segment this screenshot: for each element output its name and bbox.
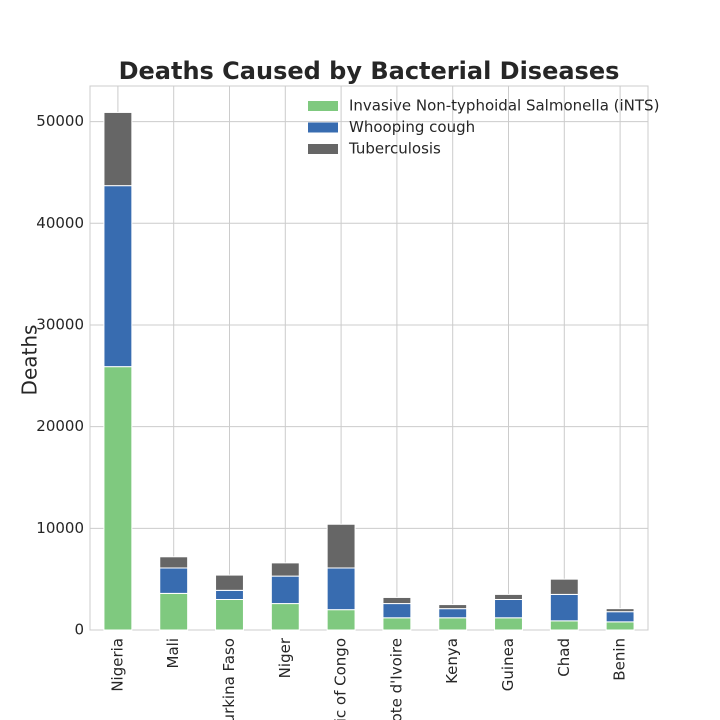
y-tick-label: 20000 bbox=[36, 417, 84, 435]
bar-segment bbox=[215, 589, 244, 600]
bar-segment bbox=[438, 604, 468, 610]
x-tick-label: Cote d'Ivoire bbox=[387, 638, 405, 720]
x-tick-label: Chad bbox=[555, 638, 573, 677]
x-tick-label: Democratic Republic of Congo bbox=[332, 638, 350, 720]
bar-segment bbox=[605, 611, 635, 623]
legend-label: Tuberculosis bbox=[348, 140, 441, 158]
legend-label: Invasive Non-typhoidal Salmonella (iNTS) bbox=[349, 97, 659, 115]
x-tick-label: Nigeria bbox=[108, 638, 126, 692]
bar-segment bbox=[549, 620, 579, 631]
legend-label: Whooping cough bbox=[349, 118, 475, 136]
x-tick-label: Mali bbox=[164, 638, 182, 668]
y-axis-label: Deaths bbox=[18, 325, 42, 396]
bar-segment bbox=[103, 366, 133, 631]
bar-segment bbox=[494, 617, 523, 631]
bar-segment bbox=[326, 609, 356, 631]
x-tick-label: Burkina Faso bbox=[220, 638, 238, 720]
bar-segment bbox=[382, 617, 412, 631]
x-tick-label: Guinea bbox=[499, 638, 517, 691]
bar-segment bbox=[159, 592, 189, 631]
bar-segment bbox=[549, 578, 579, 595]
bar-segment bbox=[494, 593, 523, 600]
chart-title: Deaths Caused by Bacterial Diseases bbox=[119, 57, 620, 85]
x-tick-label: Kenya bbox=[443, 638, 461, 684]
bar-segment bbox=[215, 574, 244, 591]
legend-swatch bbox=[308, 101, 338, 111]
bar-segment bbox=[605, 621, 635, 631]
bar-segment bbox=[382, 603, 412, 619]
bar-segment bbox=[549, 593, 579, 622]
bar-segment bbox=[270, 562, 300, 577]
bar-segment bbox=[438, 617, 468, 631]
bar-segment bbox=[215, 598, 244, 631]
legend-swatch bbox=[308, 122, 338, 133]
bar-segment bbox=[326, 567, 356, 611]
y-tick-label: 10000 bbox=[36, 519, 84, 537]
bar-segment bbox=[159, 567, 189, 594]
bar-segment bbox=[326, 523, 356, 569]
bar-segment bbox=[103, 111, 133, 187]
bar-segment bbox=[382, 596, 412, 605]
bar-segment bbox=[270, 603, 300, 631]
y-tick-label: 30000 bbox=[36, 315, 84, 333]
bar-segment bbox=[494, 598, 523, 619]
y-tick-label: 40000 bbox=[36, 214, 84, 232]
y-tick-label: 50000 bbox=[36, 112, 84, 130]
x-tick-label: Benin bbox=[611, 638, 629, 681]
bar-segment bbox=[270, 575, 300, 605]
y-tick-label: 0 bbox=[74, 621, 84, 639]
x-tick-label: Niger bbox=[276, 637, 294, 678]
legend-swatch bbox=[308, 144, 338, 154]
bar-segment bbox=[159, 556, 189, 569]
bar-segment bbox=[438, 608, 468, 619]
bar-segment bbox=[605, 608, 635, 613]
bar-segment bbox=[103, 185, 133, 368]
